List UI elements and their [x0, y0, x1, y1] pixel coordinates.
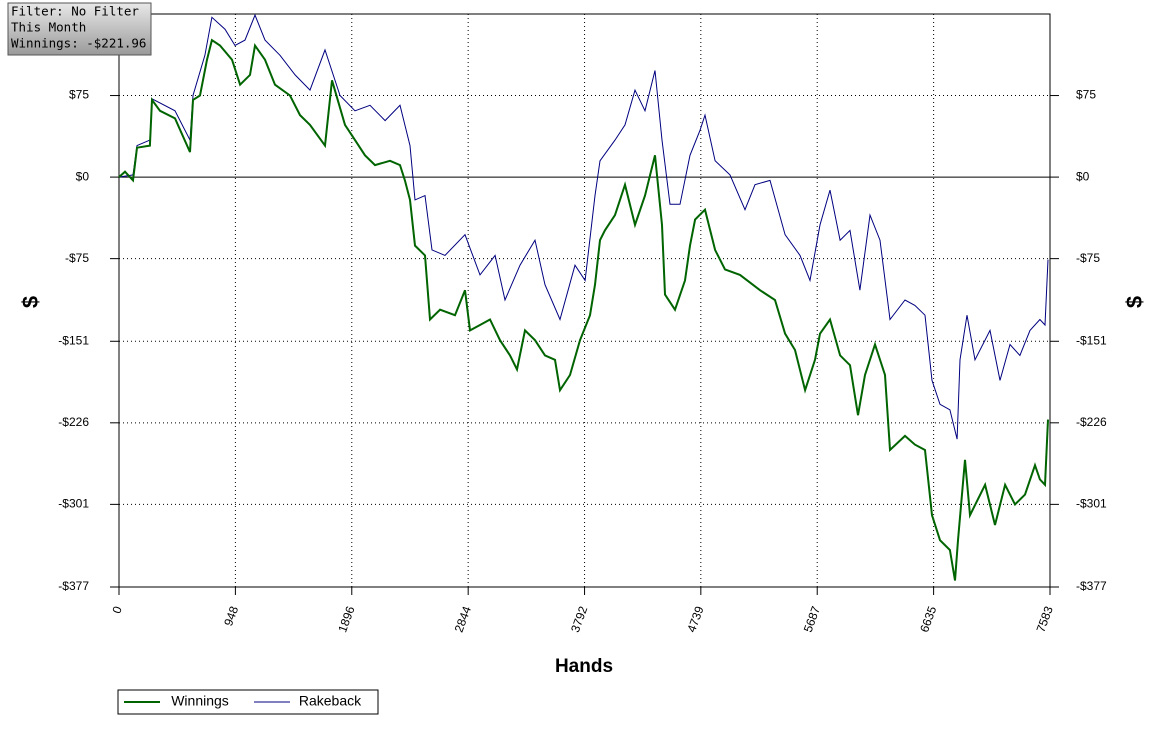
- y2-tick-label: -$226: [1076, 415, 1107, 429]
- y-tick-label: -$301: [58, 497, 89, 511]
- y2-tick-label: -$75: [1076, 251, 1100, 265]
- y-tick-label: $75: [69, 88, 89, 102]
- y-axis-label: $: [18, 296, 43, 308]
- y2-tick-label: -$151: [1076, 333, 1107, 347]
- legend-label: Rakeback: [299, 693, 362, 709]
- y2-tick-label: -$301: [1076, 497, 1107, 511]
- info-filter: Filter: No Filter: [11, 4, 139, 19]
- y-tick-label: -$151: [58, 333, 89, 347]
- legend: [117, 689, 379, 715]
- x-axis-label: Hands: [555, 656, 613, 677]
- y-tick-label: $0: [76, 169, 90, 183]
- info-winnings: Winnings: -$221.96: [11, 36, 146, 51]
- x-tick-label: 0: [109, 604, 125, 615]
- y2-tick-label: $0: [1076, 169, 1090, 183]
- info-box: [7, 2, 152, 56]
- x-tick-label: 948: [221, 604, 241, 628]
- y-tick-label: -$226: [58, 415, 89, 429]
- series-line: [118, 38, 1049, 581]
- series-line: [118, 13, 1049, 440]
- info-period: This Month: [11, 20, 86, 35]
- y2-tick-label: -$377: [1076, 579, 1107, 593]
- y2-tick-label: $75: [1076, 88, 1096, 102]
- y-tick-label: -$377: [58, 579, 89, 593]
- legend-label: Winnings: [171, 693, 229, 709]
- y2-axis-label: $: [1122, 296, 1147, 308]
- y-tick-label: -$75: [65, 251, 89, 265]
